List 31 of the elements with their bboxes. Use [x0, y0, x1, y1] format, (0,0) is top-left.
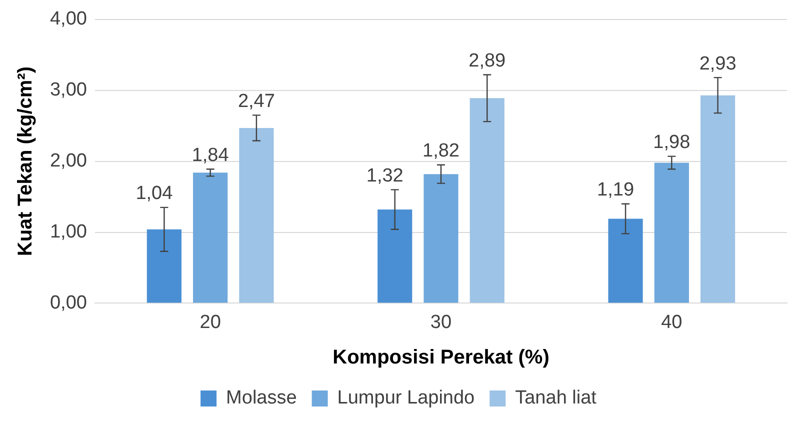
data-label: 2,47: [238, 90, 275, 112]
data-label: 1,19: [597, 180, 634, 201]
data-label: 2,93: [699, 53, 736, 74]
bar: [193, 172, 228, 303]
legend-label: Tanah liat: [515, 388, 598, 409]
bar: [470, 98, 504, 303]
y-tick-label: 3,00: [50, 80, 87, 101]
bar: [608, 218, 643, 303]
bar: [146, 229, 182, 303]
x-tick-label: 20: [200, 312, 221, 333]
x-axis-title: Komposisi Perekat (%): [332, 346, 550, 369]
x-tick-label: 30: [430, 312, 452, 333]
bar: [239, 128, 274, 303]
x-tick-label: 40: [661, 312, 682, 333]
data-label: 1,82: [422, 140, 460, 162]
legend-label: Lumpur Lapindo: [337, 388, 475, 409]
bar: [654, 162, 689, 303]
data-label: 1,32: [366, 165, 404, 186]
y-tick-label: 1,00: [50, 221, 87, 242]
data-label: 1,04: [136, 183, 174, 204]
y-tick-label: 4,00: [50, 8, 87, 30]
bar: [424, 174, 458, 303]
bar: [378, 210, 412, 303]
legend-label: Molasse: [226, 388, 297, 409]
data-label: 1,84: [192, 144, 230, 166]
y-tick-label: 2,00: [50, 150, 87, 172]
bar: [700, 95, 736, 303]
data-label: 1,98: [653, 132, 690, 154]
y-axis-title: Kuat Tekan (kg/cm²): [14, 66, 37, 256]
y-tick-label: 0,00: [50, 292, 87, 314]
data-label: 2,89: [468, 50, 506, 72]
